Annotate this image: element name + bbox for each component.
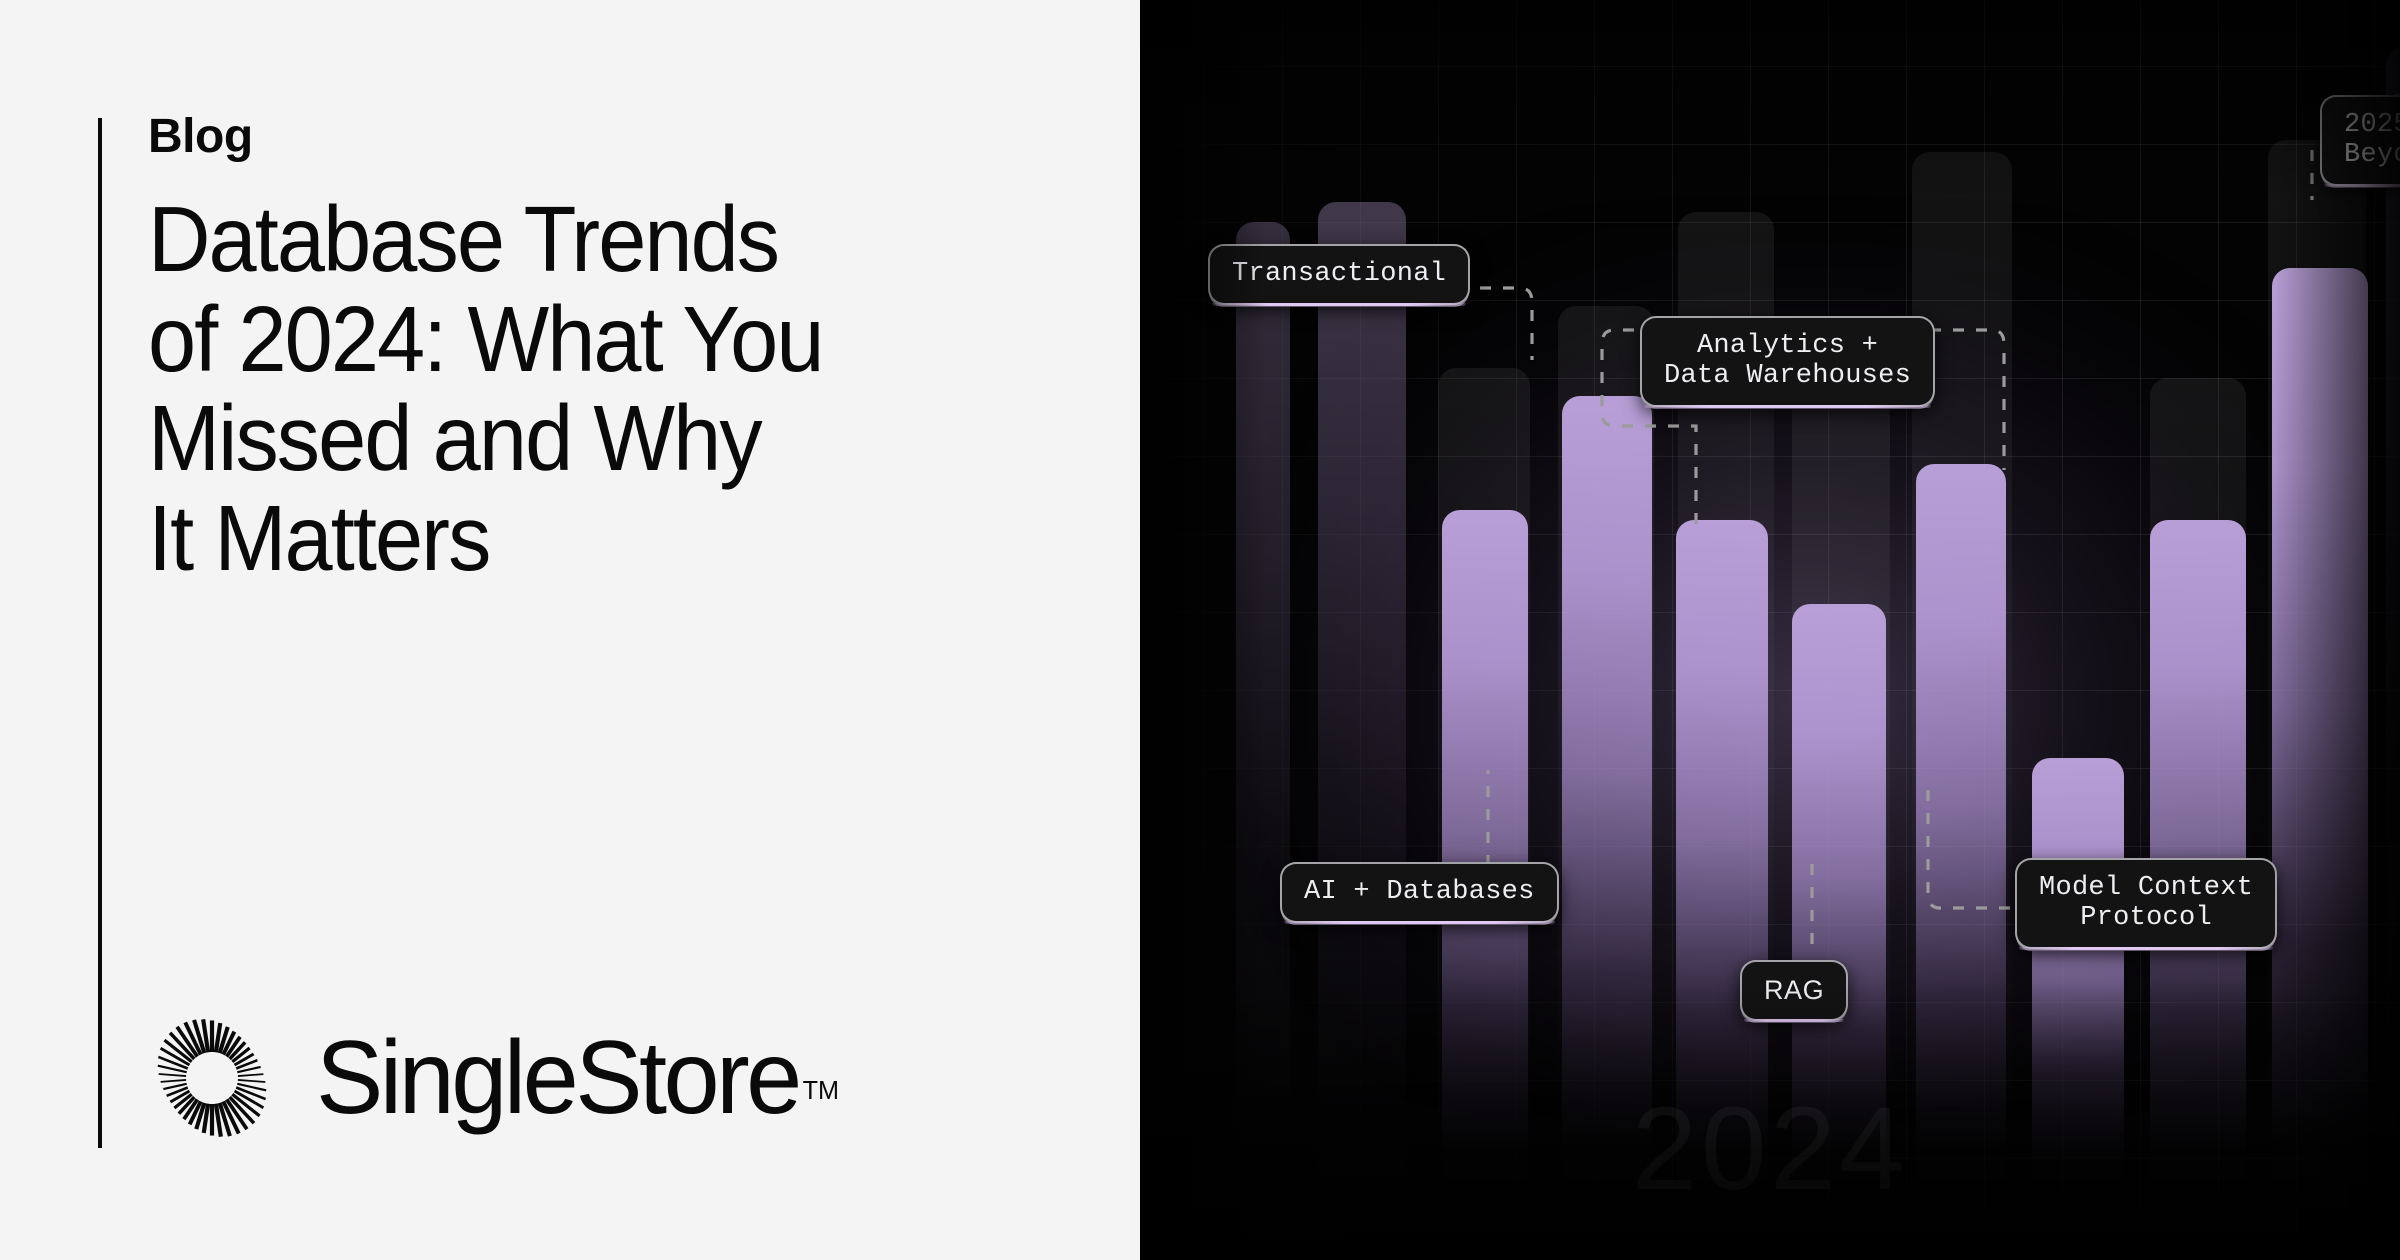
bar-15 <box>2150 520 2246 1180</box>
callout-analytics[interactable]: Analytics + Data Warehouses <box>1640 316 1936 409</box>
brand-name: SingleStore <box>316 1020 802 1136</box>
callout-ai-databases[interactable]: AI + Databases <box>1280 862 1559 924</box>
chart-illustration-panel: 2024 Transactional Analytics + Data Wareh… <box>1140 0 2400 1260</box>
callout-transactional[interactable]: Transactional <box>1208 244 1471 306</box>
vertical-rule <box>98 118 102 1148</box>
callout-mcp[interactable]: Model Context Protocol <box>2015 858 2278 951</box>
brand-logo[interactable]: SingleStore TM <box>142 1008 855 1148</box>
trademark-mark: TM <box>802 1075 840 1106</box>
bar-1 <box>1236 222 1290 1180</box>
watermark-year: 2024 <box>1632 1090 1909 1208</box>
bar-13 <box>2032 758 2124 1180</box>
left-panel: Blog Database Trends of 2024: What You M… <box>0 0 1140 1260</box>
brand-wordmark: SingleStore TM <box>316 1026 839 1130</box>
bar-12 <box>1916 464 2006 1180</box>
eyebrow-label: Blog <box>148 110 253 163</box>
bar-4 <box>1442 510 1528 1180</box>
bar-chart <box>1140 0 2400 1260</box>
page-title: Database Trends of 2024: What You Missed… <box>148 187 824 590</box>
callout-beyond[interactable]: 2025 + Beyond <box>2320 95 2400 188</box>
bar-18 <box>2386 48 2400 1180</box>
bar-2 <box>1318 202 1406 1180</box>
bar-6 <box>1562 396 1652 1180</box>
callout-rag[interactable]: RAG <box>1740 960 1849 1022</box>
singlestore-radial-burst-icon <box>142 1008 282 1148</box>
text-block: Blog Database Trends of 2024: What You M… <box>148 110 988 590</box>
watermark-year-text: 2024 <box>1631 1083 1909 1215</box>
bar-8 <box>1676 520 1768 1180</box>
bar-17 <box>2272 268 2368 1180</box>
